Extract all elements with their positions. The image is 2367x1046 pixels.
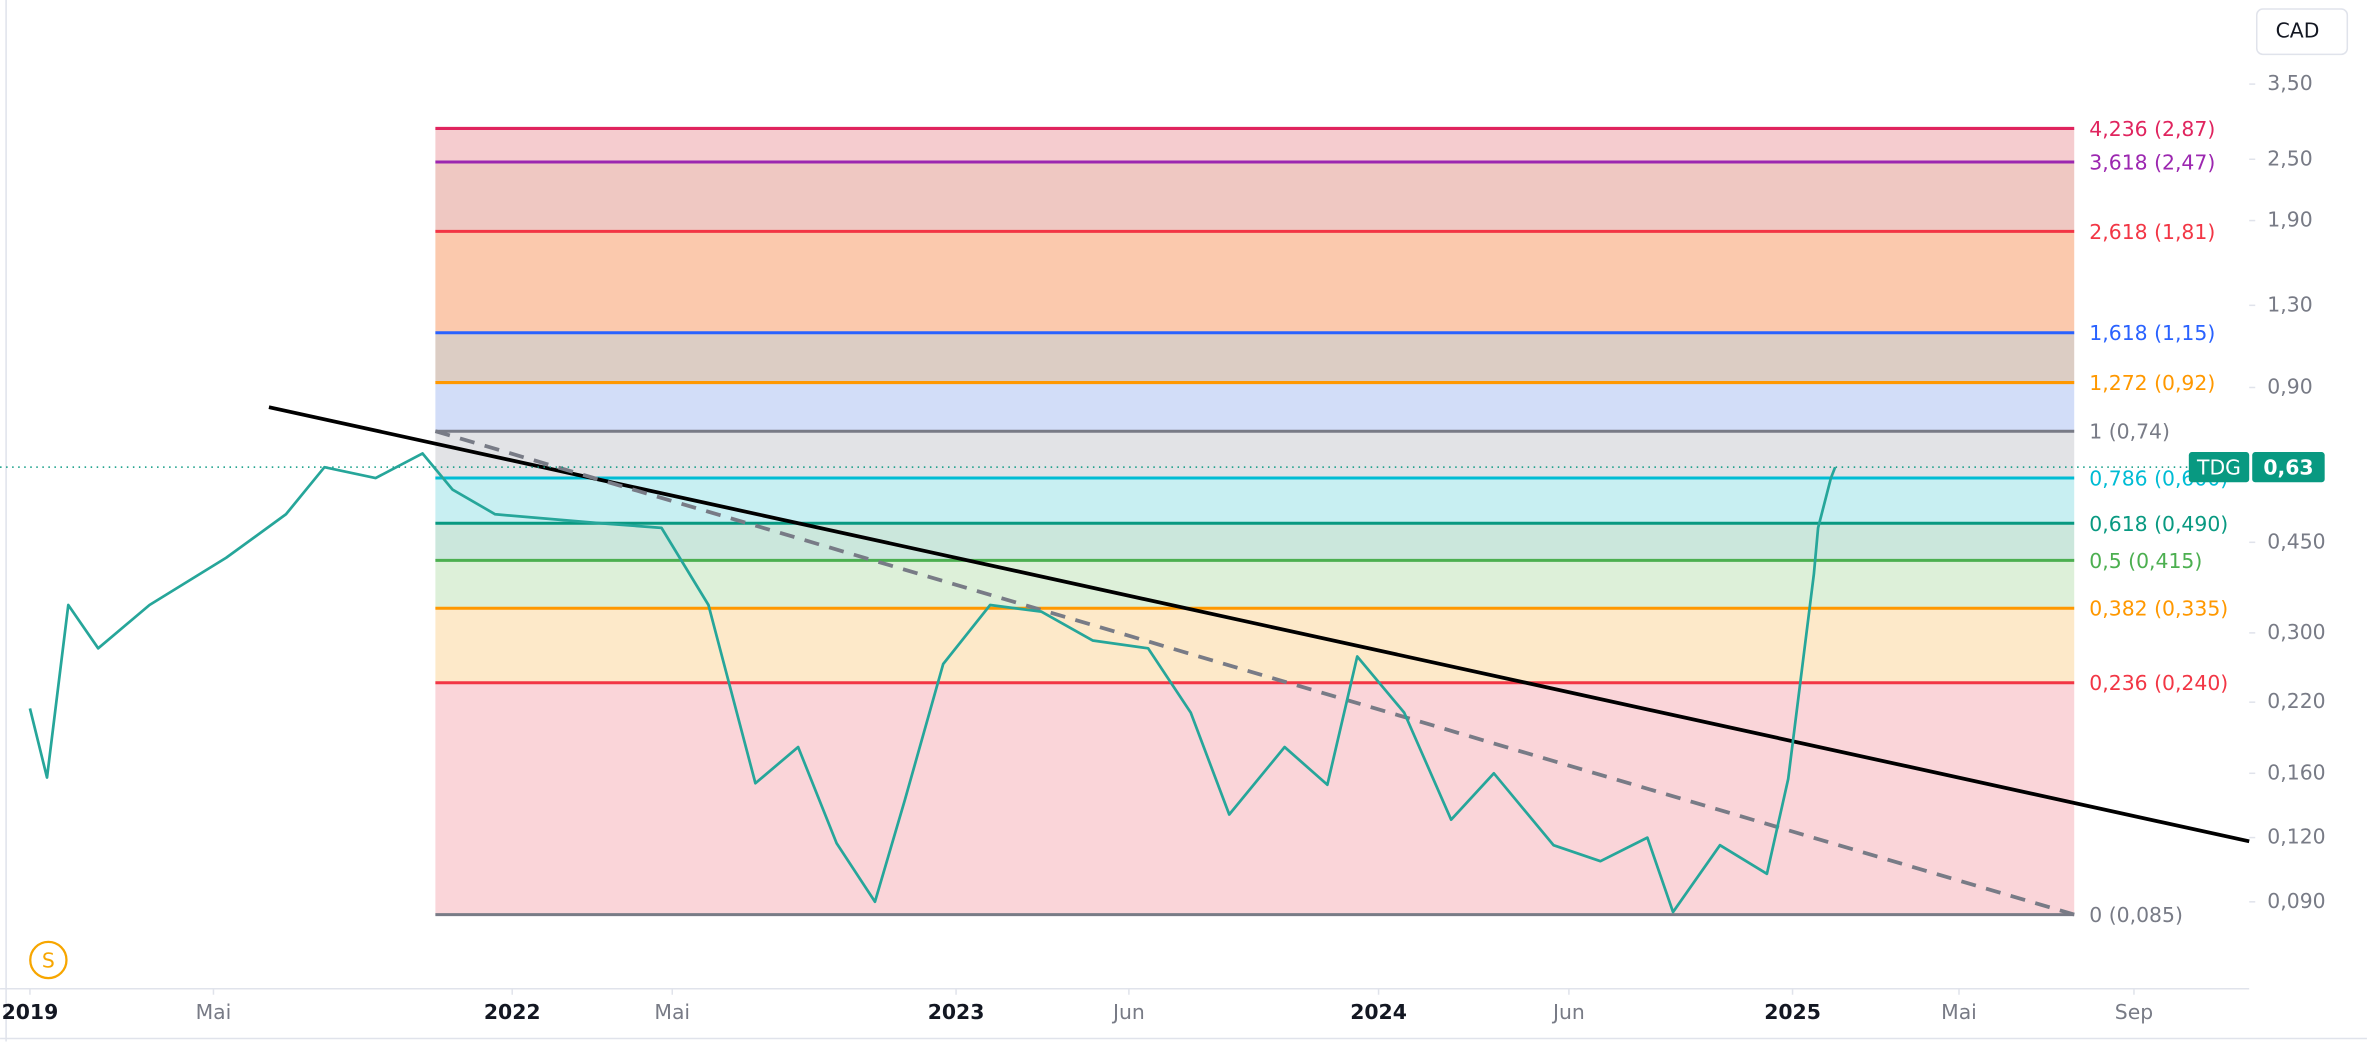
fib-label: 0 (0,085) bbox=[2089, 903, 2183, 927]
y-tick-label: 0,220 bbox=[2267, 689, 2325, 713]
fib-band bbox=[435, 523, 2075, 561]
price-line bbox=[28, 452, 1837, 914]
fib-label: 1 (0,74) bbox=[2089, 420, 2170, 444]
y-tick-label: 1,90 bbox=[2267, 208, 2312, 232]
fib-label: 0,618 (0,490) bbox=[2089, 512, 2228, 536]
x-tick-label: Jun bbox=[1551, 1000, 1585, 1024]
y-tick-label: 0,160 bbox=[2267, 760, 2325, 784]
fib-label: 2,618 (1,81) bbox=[2089, 220, 2215, 244]
fib-band bbox=[435, 431, 2075, 479]
x-tick-label: Jun bbox=[1111, 1000, 1145, 1024]
fib-label: 4,236 (2,87) bbox=[2089, 117, 2215, 141]
plot bbox=[0, 126, 2250, 917]
fib-label: 0,5 (0,415) bbox=[2089, 549, 2202, 573]
fib-band bbox=[435, 478, 2075, 524]
y-tick-label: 0,120 bbox=[2267, 825, 2325, 849]
source-icon[interactable] bbox=[29, 940, 68, 980]
x-tick-label: Sep bbox=[2115, 1000, 2153, 1024]
x-tick-label: Mai bbox=[1941, 1000, 1977, 1024]
x-tick-label: 2025 bbox=[1764, 1000, 1821, 1024]
x-tick-label: 2019 bbox=[2, 1000, 59, 1024]
fib-band bbox=[435, 128, 2075, 162]
fib-band bbox=[435, 231, 2075, 333]
trend-line bbox=[434, 429, 2075, 917]
y-tick-label: 0,90 bbox=[2267, 374, 2312, 398]
symbol-label: TDG bbox=[2196, 456, 2241, 480]
x-tick-label: Mai bbox=[654, 1000, 690, 1024]
y-tick-label: 3,50 bbox=[2267, 71, 2312, 95]
price-label: 0,63 bbox=[2263, 456, 2313, 480]
fib-band bbox=[435, 682, 2075, 915]
fib-label: 0,236 (0,240) bbox=[2089, 671, 2228, 695]
fib-band bbox=[435, 560, 2075, 609]
symbol-badge bbox=[2188, 452, 2250, 483]
y-tick-label: 0,300 bbox=[2267, 620, 2325, 644]
x-tick-label: 2024 bbox=[1350, 1000, 1407, 1024]
source-icon-letter: S bbox=[42, 949, 55, 973]
price-badge bbox=[2252, 452, 2325, 483]
currency-box[interactable] bbox=[2255, 8, 2349, 56]
x-tick-label: Mai bbox=[196, 1000, 232, 1024]
y-tick-label: 2,50 bbox=[2267, 146, 2312, 170]
y-tick-label: 0,450 bbox=[2267, 529, 2325, 553]
fib-label: 1,618 (1,15) bbox=[2089, 321, 2215, 345]
fib-label: 1,272 (0,92) bbox=[2089, 371, 2215, 395]
y-tick-label: 1,30 bbox=[2267, 292, 2312, 316]
fib-label: 0,382 (0,335) bbox=[2089, 597, 2228, 621]
fib-band bbox=[435, 161, 2075, 232]
x-tick-label: 2023 bbox=[928, 1000, 985, 1024]
fib-band bbox=[435, 382, 2075, 432]
y-tick-label: 0,090 bbox=[2267, 889, 2325, 913]
trend-line bbox=[268, 405, 2250, 844]
x-tick-label: 2022 bbox=[484, 1000, 541, 1024]
fib-label: 3,618 (2,47) bbox=[2089, 150, 2215, 174]
fib-band bbox=[435, 332, 2075, 383]
currency: CAD bbox=[2276, 19, 2320, 43]
